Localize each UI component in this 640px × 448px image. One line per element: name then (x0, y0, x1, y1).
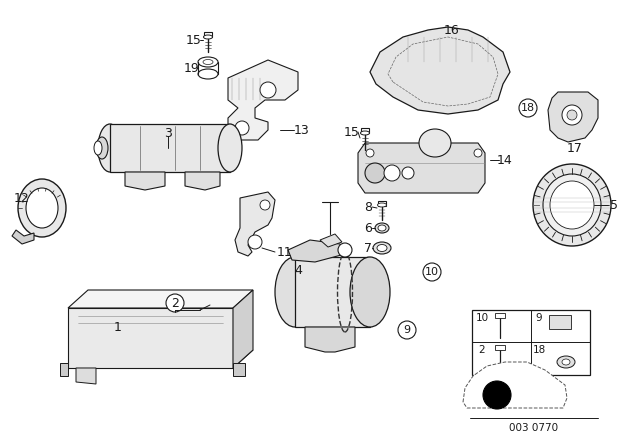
Circle shape (235, 121, 249, 135)
Ellipse shape (557, 356, 575, 368)
Polygon shape (76, 368, 96, 384)
Circle shape (166, 294, 184, 312)
Ellipse shape (96, 137, 108, 159)
Text: 11: 11 (277, 246, 293, 258)
Ellipse shape (198, 57, 218, 67)
Circle shape (474, 149, 482, 157)
Polygon shape (548, 92, 598, 142)
Text: 3: 3 (164, 126, 172, 139)
Ellipse shape (377, 245, 387, 251)
Polygon shape (235, 192, 275, 256)
Polygon shape (295, 257, 370, 327)
Ellipse shape (419, 129, 451, 157)
Circle shape (567, 110, 577, 120)
Polygon shape (305, 327, 355, 352)
Circle shape (519, 99, 537, 117)
Polygon shape (463, 362, 567, 408)
Circle shape (483, 381, 511, 409)
Polygon shape (288, 240, 345, 262)
Polygon shape (68, 290, 253, 308)
Text: 9: 9 (536, 313, 542, 323)
Circle shape (384, 165, 400, 181)
Ellipse shape (378, 203, 387, 207)
Ellipse shape (98, 124, 122, 172)
Text: 1: 1 (114, 320, 122, 333)
Text: 15: 15 (344, 125, 360, 138)
Ellipse shape (533, 164, 611, 246)
Polygon shape (233, 290, 253, 368)
Bar (549, 315, 571, 329)
Ellipse shape (275, 257, 315, 327)
Text: 10: 10 (425, 267, 439, 277)
Bar (361, 128, 369, 133)
Text: 6: 6 (364, 221, 372, 234)
Polygon shape (320, 234, 342, 247)
Circle shape (562, 105, 582, 125)
Bar (378, 201, 386, 206)
Circle shape (338, 243, 352, 257)
Bar (472, 310, 590, 375)
Ellipse shape (375, 223, 389, 233)
Ellipse shape (204, 35, 212, 39)
Text: 5: 5 (610, 198, 618, 211)
Polygon shape (358, 143, 485, 193)
Text: 12: 12 (14, 191, 30, 204)
Text: 9: 9 (403, 325, 411, 335)
Text: 19: 19 (184, 61, 200, 74)
Bar (495, 313, 505, 318)
Text: 10: 10 (476, 313, 488, 323)
Ellipse shape (360, 131, 369, 135)
Circle shape (365, 163, 385, 183)
Ellipse shape (198, 69, 218, 79)
Polygon shape (12, 230, 34, 244)
Text: 15: 15 (186, 34, 202, 47)
Text: 7: 7 (364, 241, 372, 254)
Text: 18: 18 (532, 345, 546, 355)
Polygon shape (68, 350, 253, 368)
Text: 2: 2 (479, 345, 485, 355)
Ellipse shape (94, 141, 102, 155)
Ellipse shape (543, 174, 601, 236)
Ellipse shape (562, 359, 570, 365)
Circle shape (260, 82, 276, 98)
Text: 8: 8 (364, 201, 372, 214)
Circle shape (423, 263, 441, 281)
Polygon shape (370, 27, 510, 114)
Ellipse shape (26, 188, 58, 228)
Circle shape (366, 149, 374, 157)
Text: 003 0770: 003 0770 (509, 423, 559, 433)
Ellipse shape (378, 225, 386, 231)
Text: 13: 13 (294, 124, 310, 137)
Bar (495, 345, 505, 350)
Polygon shape (233, 363, 245, 376)
Circle shape (402, 167, 414, 179)
Polygon shape (228, 60, 298, 140)
Polygon shape (125, 172, 165, 190)
Ellipse shape (203, 60, 213, 65)
Ellipse shape (550, 181, 594, 229)
Ellipse shape (350, 257, 390, 327)
Polygon shape (60, 363, 68, 376)
Ellipse shape (218, 124, 242, 172)
Circle shape (248, 235, 262, 249)
Polygon shape (110, 124, 230, 172)
Circle shape (398, 321, 416, 339)
Text: 16: 16 (444, 23, 460, 36)
Text: 14: 14 (497, 154, 513, 167)
Text: 2: 2 (171, 297, 179, 310)
Polygon shape (185, 172, 220, 190)
Ellipse shape (373, 242, 391, 254)
Bar (204, 32, 212, 37)
Text: 18: 18 (521, 103, 535, 113)
Text: 4: 4 (294, 263, 302, 276)
Ellipse shape (18, 179, 66, 237)
Polygon shape (68, 308, 233, 368)
Circle shape (260, 200, 270, 210)
Text: 17: 17 (567, 142, 583, 155)
